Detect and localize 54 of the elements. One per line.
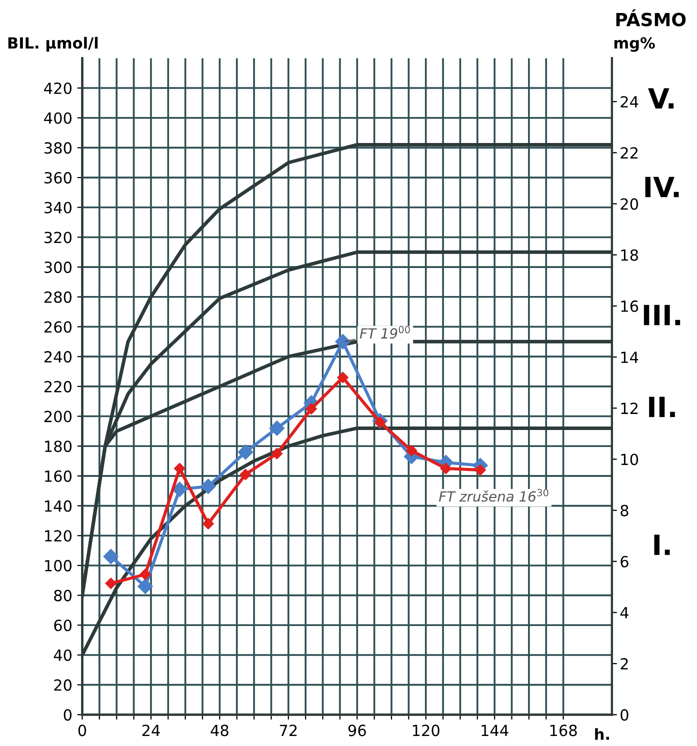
annotation: FT zrušena 16$^{30}$ <box>438 488 548 502</box>
y-tick-label: 280 <box>44 291 72 303</box>
y2-tick-label: 8 <box>620 504 628 516</box>
y2-tick-label: 22 <box>620 147 638 159</box>
x-tick-label: 24 <box>142 724 160 736</box>
y2-tick-label: 20 <box>620 198 638 210</box>
y2-tick-label: 12 <box>621 402 638 414</box>
y2-axis-title: mg% <box>614 37 655 52</box>
text: IV. <box>645 176 679 198</box>
y-tick-label: 420 <box>44 82 72 94</box>
y-tick-label: 200 <box>44 410 72 422</box>
y-tick-label: 140 <box>45 500 72 512</box>
x-axis-title: h. <box>595 728 609 740</box>
x-tick-label: 96 <box>348 724 366 736</box>
y2-tick-label: 2 <box>620 658 628 670</box>
y-tick-label: 40 <box>54 649 72 662</box>
y2-tick-label: 10 <box>621 454 638 466</box>
y2-tick-label: 14 <box>621 352 638 363</box>
y-tick-label: 100 <box>45 560 72 572</box>
text: V. <box>648 88 674 109</box>
x-tick-label: 168 <box>550 724 577 736</box>
y-axis-title: BIL. µmol/l <box>8 36 98 52</box>
x-tick-label: 0 <box>78 724 86 736</box>
y-tick-label: 320 <box>44 232 72 244</box>
y-tick-label: 380 <box>44 142 72 154</box>
y-tick-label: 300 <box>44 262 72 274</box>
y2-tick-label: 18 <box>621 249 638 261</box>
text: PÁSMO <box>616 9 686 26</box>
y2-tick-label: 16 <box>621 300 638 312</box>
y-tick-label: 400 <box>44 112 72 124</box>
x-tick-label: 72 <box>280 724 297 736</box>
annotation: FT 19$^{00}$ <box>360 326 410 339</box>
y-tick-label: 260 <box>44 321 72 333</box>
y-tick-label: 160 <box>45 470 72 482</box>
y-tick-label: 220 <box>44 380 72 392</box>
y-tick-label: 340 <box>44 202 72 214</box>
y2-tick-label: 24 <box>620 96 638 108</box>
y-tick-label: 360 <box>44 172 72 184</box>
text: I. <box>654 534 670 555</box>
y-tick-label: 80 <box>54 590 72 602</box>
text: III. <box>644 304 680 326</box>
x-tick-label: 120 <box>412 724 440 736</box>
y-tick-label: 20 <box>54 679 72 691</box>
y-tick-label: 60 <box>54 620 72 632</box>
y2-tick-label: 6 <box>620 556 628 568</box>
y-tick-label: 120 <box>45 530 72 542</box>
x-tick-label: 48 <box>210 724 228 736</box>
y-tick-label: 180 <box>45 440 72 452</box>
y2-tick-label: 0 <box>620 709 628 721</box>
y-tick-label: 240 <box>44 351 72 363</box>
y2-tick-label: 4 <box>620 607 628 618</box>
y-tick-label: 0 <box>64 709 72 721</box>
text: II. <box>649 396 675 418</box>
x-tick-label: 144 <box>482 724 508 736</box>
